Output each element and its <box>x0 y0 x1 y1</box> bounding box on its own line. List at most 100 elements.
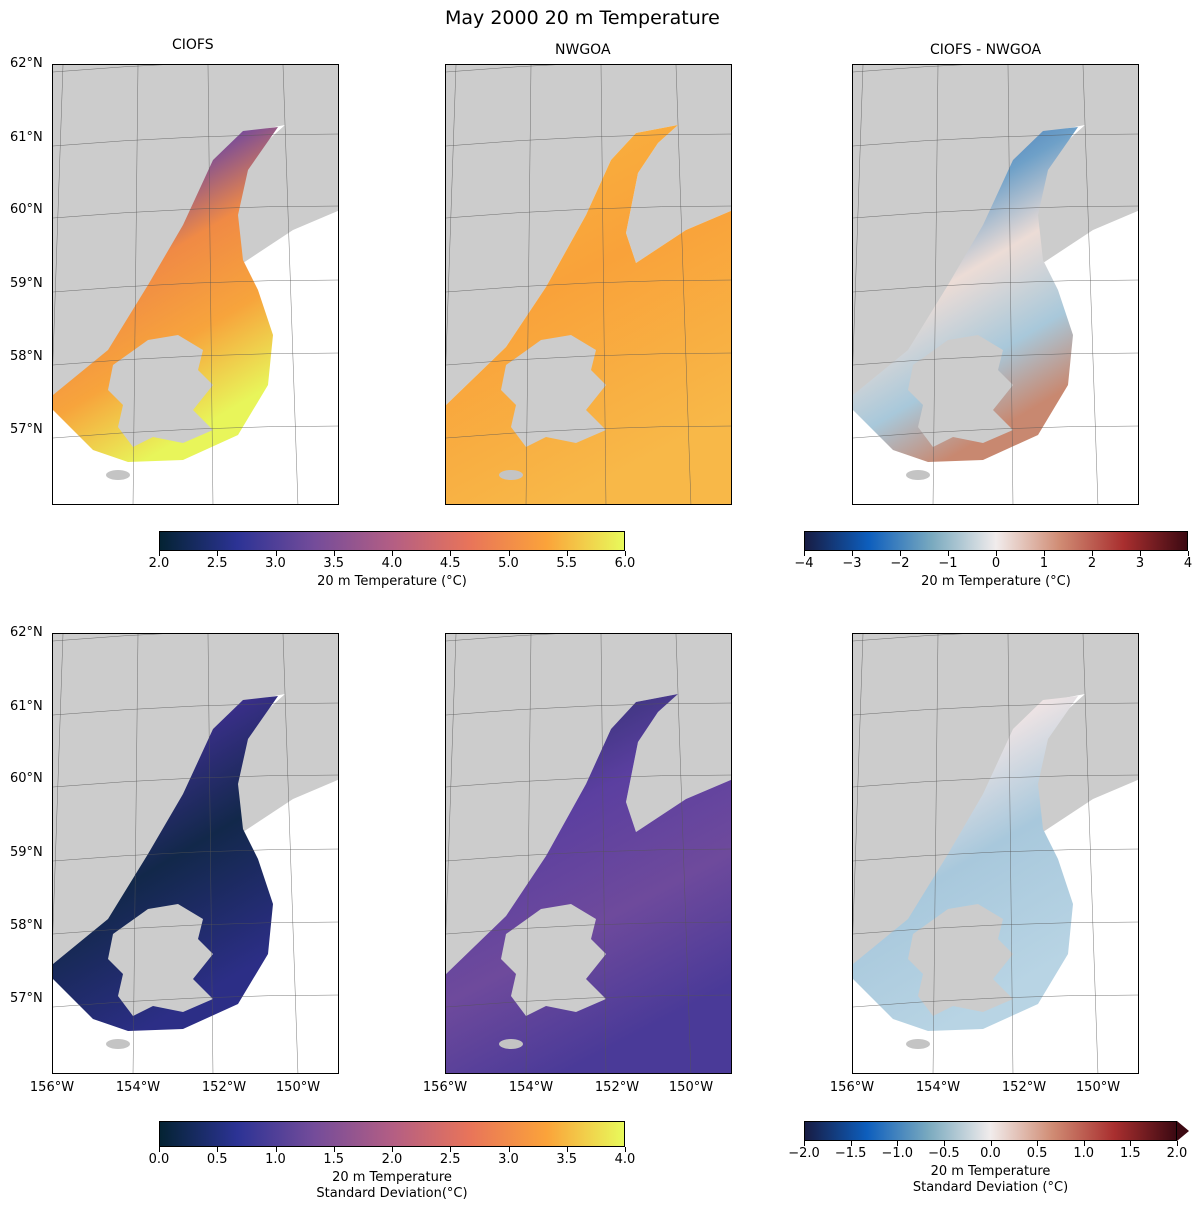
longitude-label: 150°W <box>275 1080 321 1095</box>
latitude-label: 62°N <box>10 56 43 71</box>
colorbar-tick <box>159 551 160 556</box>
model-field <box>853 696 1078 1031</box>
longitude-gridline <box>446 634 457 934</box>
latitude-gridline <box>53 425 338 439</box>
longitude-gridline <box>53 65 64 365</box>
latitude-gridline <box>53 702 338 716</box>
island <box>106 470 130 480</box>
colorbar-tick <box>566 1147 568 1152</box>
colorbar-tick-label: 2.0 <box>381 1152 403 1167</box>
longitude-gridline <box>675 634 692 1073</box>
latitude-gridline <box>53 352 338 366</box>
panel-title-nwgoa: NWGOA <box>555 42 611 58</box>
colorbar-tick-label: −4 <box>794 556 814 571</box>
latitude-gridline <box>853 774 1138 788</box>
latitude-label: 62°N <box>10 625 43 640</box>
colorbar-tick <box>217 1147 219 1152</box>
latitude-gridline <box>446 205 731 219</box>
longitude-gridline <box>600 65 607 504</box>
island <box>499 470 523 480</box>
latitude-label: 61°N <box>10 699 43 714</box>
colorbar-label: Standard Deviation(°C) <box>316 1186 468 1201</box>
colorbar-tick-label: 1.5 <box>323 1152 345 1167</box>
colorbar-diff <box>804 531 1188 551</box>
colorbar-tick <box>450 551 452 556</box>
colorbar-tick-label: 2.0 <box>1166 1146 1188 1161</box>
latitude-gridline <box>53 774 338 788</box>
colorbar-tick-label: −0.5 <box>928 1146 960 1161</box>
latitude-gridline <box>853 702 1138 716</box>
colorbar-tick <box>1188 551 1189 556</box>
colorbar-tick-label: 4.0 <box>614 1152 636 1167</box>
kodiak-island <box>108 335 213 447</box>
colorbar-tick-label: −3 <box>842 556 862 571</box>
colorbar-tick-label: −1.5 <box>834 1146 867 1161</box>
map-panel-1 <box>52 64 339 505</box>
latitude-label: 61°N <box>10 130 43 145</box>
island <box>106 1039 130 1049</box>
kodiak-island <box>908 335 1013 447</box>
colorbar-stddiff <box>804 1121 1177 1141</box>
longitude-gridline <box>207 65 214 504</box>
latitude-gridline <box>53 994 338 1008</box>
colorbar-tick-label: 0.0 <box>148 1152 170 1167</box>
latitude-gridline <box>446 848 731 862</box>
latitude-label: 59°N <box>10 276 43 291</box>
latitude-gridline <box>446 425 731 439</box>
colorbar-tick-label: 1.0 <box>1073 1146 1095 1161</box>
kodiak-island <box>501 904 606 1016</box>
colorbar-tick <box>1130 1141 1132 1146</box>
colorbar-tick-label: 6.0 <box>614 556 636 571</box>
colorbar-tick-label: 0.5 <box>1026 1146 1048 1161</box>
latitude-gridline <box>53 65 159 73</box>
colorbar-tick-label: 3 <box>1135 556 1145 571</box>
colorbar-tick <box>1140 551 1141 556</box>
colorbar-tick <box>508 551 510 556</box>
panel-title-diff: CIOFS - NWGOA <box>930 42 1042 58</box>
longitude-label: 150°W <box>668 1080 714 1095</box>
colorbar-tick <box>450 1147 452 1152</box>
colorbar-tick-label: 2.0 <box>148 556 170 571</box>
island <box>906 470 930 480</box>
longitude-gridline <box>132 634 139 1073</box>
longitude-gridline <box>1082 65 1099 504</box>
colorbar-tick <box>996 551 997 556</box>
latitude-gridline <box>853 425 1138 439</box>
longitude-label: 154°W <box>508 1080 554 1095</box>
colorbar-tick-label: 4.5 <box>439 556 461 571</box>
colorbar-tick <box>625 551 626 556</box>
latitude-gridline <box>446 702 731 716</box>
colorbar-tick <box>508 1147 510 1152</box>
colorbar-tick-label: 0 <box>991 556 1001 571</box>
longitude-label: 154°W <box>115 1080 161 1095</box>
colorbar-tick <box>392 551 393 556</box>
map-panel-5 <box>445 633 732 1074</box>
latitude-gridline <box>446 279 731 293</box>
longitude-gridline <box>932 634 939 1073</box>
colorbar-label: Standard Deviation (°C) <box>912 1180 1069 1195</box>
colorbar-tick-label: −1 <box>938 556 958 571</box>
latitude-label: 57°N <box>10 422 43 437</box>
latitude-gridline <box>853 848 1138 862</box>
colorbar-tick-label: 3.5 <box>556 1152 578 1167</box>
latitude-gridline <box>53 205 338 219</box>
map-panel-4 <box>52 633 339 1074</box>
longitude-label: 152°W <box>201 1080 247 1095</box>
longitude-gridline <box>53 634 64 934</box>
island <box>499 1039 523 1049</box>
colorbar-temp <box>159 531 625 551</box>
colorbar-tick <box>392 1147 393 1152</box>
colorbar-tick <box>333 1147 335 1152</box>
colorbar-tick <box>1044 551 1045 556</box>
colorbar-tick <box>275 551 277 556</box>
figure-title: May 2000 20 m Temperature <box>445 7 720 29</box>
latitude-gridline <box>853 352 1138 366</box>
colorbar-label: 20 m Temperature (°C) <box>921 574 1071 589</box>
longitude-gridline <box>853 634 864 934</box>
colorbar-tick-label: 4.0 <box>381 556 403 571</box>
colorbar-tick <box>159 1147 160 1152</box>
kodiak-island <box>908 904 1013 1016</box>
latitude-gridline <box>446 133 731 147</box>
colorbar-tick <box>333 551 335 556</box>
